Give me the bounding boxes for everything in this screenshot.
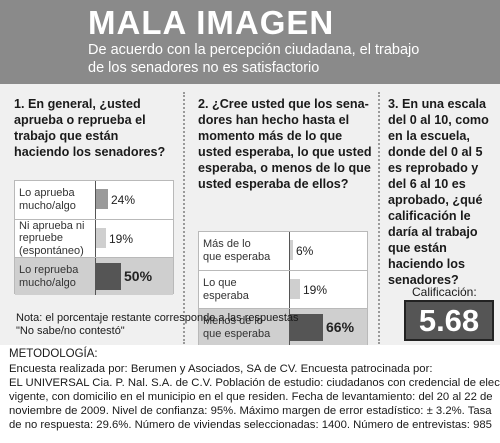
- methodology-line: noviembre de 2009. Nivel de confianza: 9…: [9, 405, 492, 417]
- chart-row: Lo reprueba mucho/algo 50%: [15, 257, 173, 295]
- score-label: Calificación:: [412, 285, 477, 299]
- question-3-line: 3. En una escala: [388, 97, 487, 111]
- footnote-line: Nota: el porcentaje restante corresponde…: [16, 312, 299, 324]
- category-label-line: mucho/algo: [19, 276, 76, 289]
- footnote: Nota: el porcentaje restante corresponde…: [16, 312, 299, 338]
- category-label-line: esperaba: [203, 289, 249, 302]
- category-label-line: Menos de lo: [203, 315, 263, 327]
- question-3-line: daría al trabajo: [388, 225, 478, 239]
- methodology-line: de no respuesta: 29.6%. Número de vivien…: [9, 419, 492, 431]
- category-label-line: Lo aprueba: [19, 187, 75, 199]
- category-label-line: mucho/algo: [19, 199, 76, 212]
- category-label-line: Más de lo: [203, 238, 251, 250]
- question-3-line: en la escuela,: [388, 129, 470, 143]
- column-divider-2: [378, 92, 380, 344]
- question-3-line: donde del 0 al 5: [388, 145, 483, 159]
- category-label-line: (espontáneo): [19, 244, 84, 257]
- bar-baseline: [95, 220, 96, 257]
- bar-baseline: [95, 258, 96, 295]
- bar-value-label: 50%: [124, 268, 153, 284]
- category-label: Ni aprueba ni repruebe (espontáneo): [19, 220, 84, 258]
- score-value: 5.68: [418, 303, 480, 338]
- methodology-line: EL UNIVERSAL Cia. P. Nal. S.A. de C.V. P…: [9, 377, 500, 389]
- question-2-line: usted esperaba de ellos?: [198, 177, 349, 191]
- bar: [290, 240, 293, 260]
- category-label-line: Lo que: [203, 277, 237, 289]
- category-label-line: que esperaba: [203, 250, 271, 263]
- category-label-line: Lo reprueba: [19, 264, 79, 276]
- methodology-line: Encuesta realizada por: Berumen y Asocia…: [9, 363, 433, 375]
- category-label: Lo aprueba mucho/algo: [19, 187, 76, 212]
- bar-value-label: 24%: [111, 193, 136, 207]
- chart-row: Lo aprueba mucho/algo 24%: [15, 181, 173, 219]
- bar-baseline: [95, 181, 96, 219]
- question-3-line: senadores?: [388, 273, 459, 287]
- question-3-text: 3. En una escala del 0 al 10, como en la…: [388, 96, 494, 288]
- column-divider-1: [183, 92, 185, 344]
- score-box: 5.68: [404, 300, 494, 341]
- chart-row: Ni aprueba ni repruebe (espontáneo) 19%: [15, 219, 173, 257]
- question-2-line: usted esperaba, lo que usted: [198, 145, 372, 159]
- question-2-line: 2. ¿Cree usted que los sena-: [198, 97, 369, 111]
- header-banner: MALA IMAGEN De acuerdo con la percepción…: [0, 0, 500, 84]
- question-1-line: 1. En general, ¿usted: [14, 97, 141, 111]
- question-2-bar-chart: Más de lo que esperaba 6% Lo que esperaba 19%…: [198, 231, 368, 346]
- bar: [96, 228, 106, 248]
- bar-value-label: 19%: [109, 232, 134, 246]
- category-label-line: Ni aprueba ni: [19, 219, 85, 232]
- footnote-line: "No sabe/no contestó": [16, 325, 125, 337]
- bar-baseline: [289, 271, 290, 308]
- methodology-section: METODOLOGÍA: Encuesta realizada por: Ber…: [0, 345, 500, 443]
- question-2-line: esperaba, o menos de lo que: [198, 161, 371, 175]
- question-2-line: dores han hecho hasta el: [198, 113, 350, 127]
- bar-baseline: [289, 232, 290, 270]
- bar-baseline: [289, 309, 290, 346]
- subtitle-line-1: De acuerdo con la percepción ciudadana, …: [88, 42, 420, 58]
- question-1-line: aprueba o reprueba el: [14, 113, 146, 127]
- category-label: Lo reprueba mucho/algo: [19, 264, 78, 289]
- question-3-line: aprobado, ¿qué: [388, 193, 483, 207]
- bar-value-label: 66%: [326, 319, 355, 335]
- category-label: Menos de lo que esperaba: [203, 315, 270, 340]
- category-label: Lo que esperaba: [203, 277, 249, 302]
- bar-value-label: 6%: [296, 244, 314, 258]
- question-1-line: trabajo que están: [14, 129, 119, 143]
- survey-panel: 1. En general, ¿usted aprueba o reprueba…: [0, 84, 500, 346]
- category-label-line: que esperaba: [203, 327, 271, 340]
- page-title: MALA IMAGEN: [88, 4, 335, 41]
- bar: [96, 263, 121, 290]
- question-1-text: 1. En general, ¿usted aprueba o reprueba…: [14, 96, 179, 160]
- bar: [96, 189, 108, 209]
- methodology-title: METODOLOGÍA:: [9, 348, 98, 360]
- bar: [290, 279, 300, 299]
- subtitle-line-2: de los senadores no es satisfactorio: [88, 60, 320, 76]
- question-3-line: haciendo los: [388, 257, 465, 271]
- bar: [290, 314, 323, 341]
- question-3-line: del 6 al 10 es: [388, 177, 466, 191]
- bar-value-label: 19%: [303, 283, 328, 297]
- category-label-line: repruebe: [19, 232, 64, 245]
- category-label: Más de lo que esperaba: [203, 238, 270, 263]
- question-2-line: momento más de lo que: [198, 129, 343, 143]
- chart-row: Lo que esperaba 19%: [199, 270, 367, 308]
- question-3-line: del 0 al 10, como: [388, 113, 489, 127]
- question-1-bar-chart: Lo aprueba mucho/algo 24% Ni aprueba ni repr…: [14, 180, 174, 295]
- methodology-line: vigente, con domicilio en el municipio e…: [9, 391, 493, 403]
- question-3-line: que están: [388, 241, 447, 255]
- question-3-line: es reprobado y: [388, 161, 479, 175]
- question-2-text: 2. ¿Cree usted que los sena- dores han h…: [198, 96, 372, 192]
- question-3-line: calificación le: [388, 209, 471, 223]
- chart-row: Menos de lo que esperaba 66%: [199, 308, 367, 346]
- chart-row: Más de lo que esperaba 6%: [199, 232, 367, 270]
- question-1-line: haciendo los senadores?: [14, 145, 166, 159]
